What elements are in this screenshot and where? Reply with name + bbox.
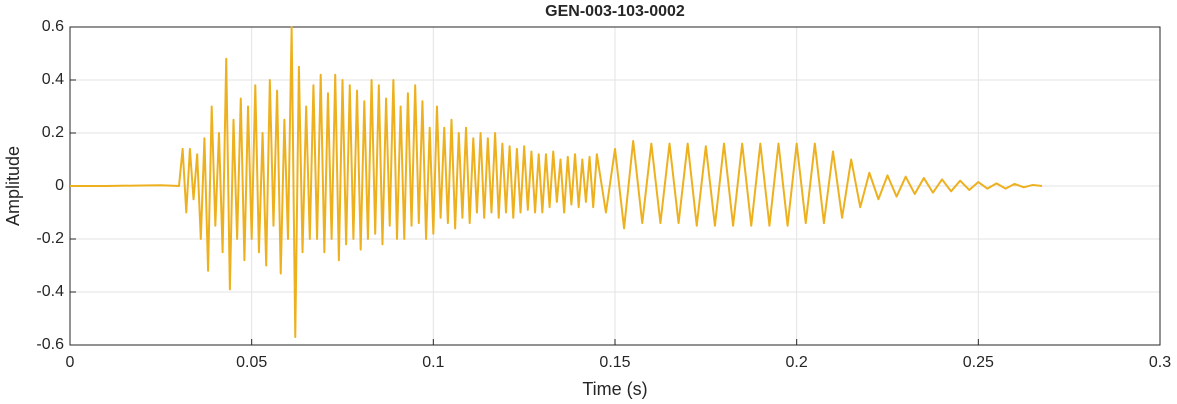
y-tick-label: 0.4 [42,71,64,88]
x-axis-label: Time (s) [582,379,647,399]
y-tick-label: 0.6 [42,18,64,35]
x-tick-label: 0.25 [963,354,994,371]
y-tick-label: 0.2 [42,124,64,141]
y-tick-label: -0.4 [36,283,64,300]
x-tick-label: 0.1 [422,354,444,371]
y-tick-label: -0.2 [36,230,64,247]
y-axis-label: Amplitude [3,146,23,226]
x-tick-label: 0.05 [236,354,267,371]
x-tick-label: 0.15 [599,354,630,371]
x-tick-label: 0.2 [786,354,808,371]
waveform-line [70,26,1043,339]
x-tick-label: 0 [66,354,75,371]
y-tick-label: -0.6 [36,336,64,353]
y-tick-label: 0 [55,177,64,194]
chart-title: GEN-003-103-0002 [545,3,685,20]
x-tick-label: 0.3 [1149,354,1171,371]
